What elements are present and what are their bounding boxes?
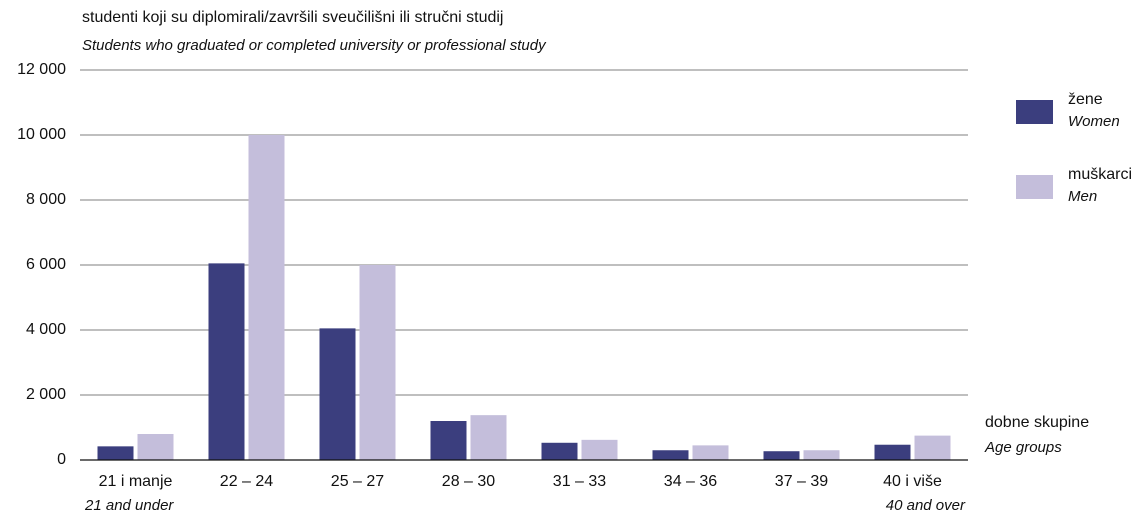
x-tick-label: 40 i više — [883, 473, 942, 490]
bar — [541, 442, 578, 460]
chart-subtitle: Students who graduated or completed univ… — [82, 37, 547, 54]
bar — [874, 444, 911, 460]
x-tick-label: 28 – 30 — [442, 473, 495, 490]
x-tick-label: 31 – 33 — [553, 473, 606, 490]
legend-swatch — [1016, 100, 1053, 124]
y-tick-label: 10 000 — [17, 126, 66, 143]
bar — [581, 439, 618, 460]
y-tick-label: 0 — [57, 451, 66, 468]
bar — [692, 445, 729, 460]
bar — [470, 415, 507, 460]
bar — [208, 263, 245, 460]
chart-title: studenti koji su diplomirali/završili sv… — [82, 9, 503, 26]
legend-label-en: Men — [1068, 188, 1097, 205]
legend-label-en: Women — [1068, 113, 1120, 130]
x-tick-label: 34 – 36 — [664, 473, 717, 490]
x-tick-label: 21 i manje — [99, 473, 173, 490]
legend-label: žene — [1068, 91, 1103, 108]
legend-swatch — [1016, 175, 1053, 199]
x-tick-label: 25 – 27 — [331, 473, 384, 490]
bar — [97, 446, 134, 460]
x-tick-label: 22 – 24 — [220, 473, 273, 490]
x-axis-label-en: Age groups — [984, 439, 1062, 456]
bar — [763, 451, 800, 460]
bar — [319, 328, 356, 460]
legend-label: muškarci — [1068, 166, 1132, 183]
y-tick-label: 6 000 — [26, 256, 66, 273]
y-tick-label: 2 000 — [26, 386, 66, 403]
bar — [803, 450, 840, 460]
bar — [248, 135, 285, 460]
bar — [430, 421, 467, 460]
x-tick-label-en: 40 and over — [886, 497, 966, 514]
x-tick-label: 37 – 39 — [775, 473, 828, 490]
x-tick-label-en: 21 and under — [84, 497, 174, 514]
y-tick-label: 4 000 — [26, 321, 66, 338]
bar — [652, 450, 689, 460]
y-tick-label: 8 000 — [26, 191, 66, 208]
x-axis-label: dobne skupine — [985, 414, 1089, 431]
y-tick-label: 12 000 — [17, 61, 66, 78]
bar — [137, 434, 174, 460]
bar — [914, 435, 951, 460]
bar — [359, 265, 396, 460]
